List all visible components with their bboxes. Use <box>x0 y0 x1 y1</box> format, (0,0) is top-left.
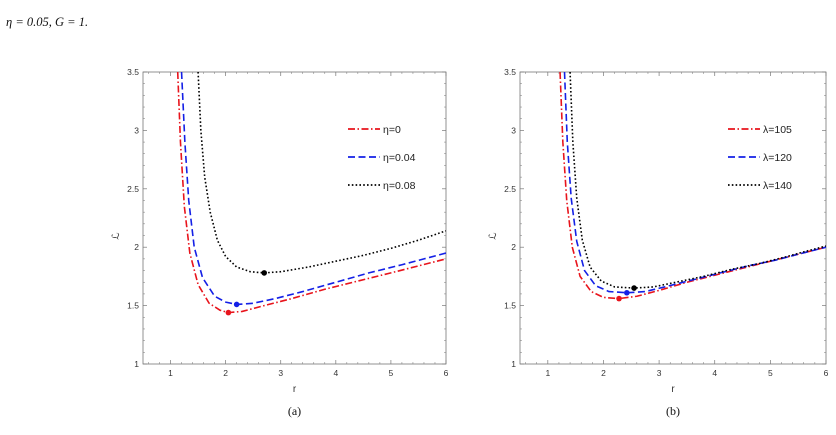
series-curves <box>559 72 826 300</box>
legend-label-0: λ=105 <box>763 124 792 136</box>
x-tick-label: 1 <box>168 368 173 378</box>
legend-label-0: η=0 <box>383 124 401 136</box>
x-tick-label: 3 <box>278 368 283 378</box>
minimum-point-marker-1 <box>624 289 630 296</box>
plot-frame <box>142 71 447 365</box>
x-tick-label: 6 <box>824 368 829 378</box>
minimum-point-marker-2 <box>631 285 637 291</box>
x-tick-label: 3 <box>657 368 662 378</box>
minimum-point-marker-1 <box>233 301 240 308</box>
subfigure-label: (a) <box>288 404 301 418</box>
y-tick-label: 1.5 <box>504 301 516 311</box>
x-axis-label: r <box>671 384 675 395</box>
x-tick-label: 6 <box>444 368 449 378</box>
series-line-2 <box>569 72 826 289</box>
x-tick-label: 5 <box>389 368 394 378</box>
minimum-point-marker-0 <box>225 309 232 316</box>
legend: λ=105 λ=120 λ=140 <box>728 124 792 192</box>
legend-label-2: η=0.08 <box>383 180 416 192</box>
plot-frame <box>519 71 827 365</box>
figure-caption: η = 0.05, G = 1. <box>0 0 836 40</box>
x-tick-label: 4 <box>712 368 717 378</box>
subfigure-label: (b) <box>666 404 680 418</box>
x-tick-label: 2 <box>223 368 228 378</box>
x-tick-label: 4 <box>333 368 338 378</box>
y-tick-label: 1 <box>134 359 139 369</box>
legend-label-2: λ=140 <box>763 180 792 192</box>
y-tick-label: 1 <box>511 359 516 369</box>
chart-panel-a: 1 2 3 4 5 6 1 1.5 2 2.5 3 3.5 r ℒη=0 η=0.04 η=0.08 (a) <box>111 67 449 418</box>
minimum-point-marker-0 <box>616 295 622 302</box>
y-tick-label: 2 <box>134 242 139 252</box>
legend: η=0 η=0.04 η=0.08 <box>348 124 416 192</box>
series-line-0 <box>176 72 446 314</box>
series-line-1 <box>180 72 446 306</box>
y-tick-label: 2 <box>511 242 516 252</box>
series-curves <box>176 72 446 314</box>
x-axis-label: r <box>293 384 297 395</box>
y-tick-label: 1.5 <box>127 301 139 311</box>
y-tick-label: 2.5 <box>504 184 516 194</box>
series-line-1 <box>563 72 826 294</box>
legend-label-1: λ=120 <box>763 152 792 164</box>
series-line-2 <box>197 72 446 274</box>
x-tick-label: 5 <box>768 368 773 378</box>
y-axis-label: ℒ <box>488 232 499 239</box>
y-tick-label: 3.5 <box>127 67 139 77</box>
minimum-point-marker-2 <box>261 270 268 276</box>
y-tick-label: 2.5 <box>127 184 139 194</box>
y-tick-label: 3 <box>134 125 139 135</box>
chart-panel-b: 1 2 3 4 5 6 1 1.5 2 2.5 3 3.5 r ℒλ=105 λ=120 λ=140 (b) <box>488 67 829 418</box>
y-tick-label: 3 <box>511 125 516 135</box>
legend-label-1: η=0.04 <box>383 152 416 164</box>
y-axis-label: ℒ <box>111 232 122 239</box>
y-tick-label: 3.5 <box>504 67 516 77</box>
caption-line-2: η = 0.05, G = 1. <box>6 15 89 29</box>
x-tick-label: 2 <box>601 368 606 378</box>
x-tick-label: 1 <box>545 368 550 378</box>
